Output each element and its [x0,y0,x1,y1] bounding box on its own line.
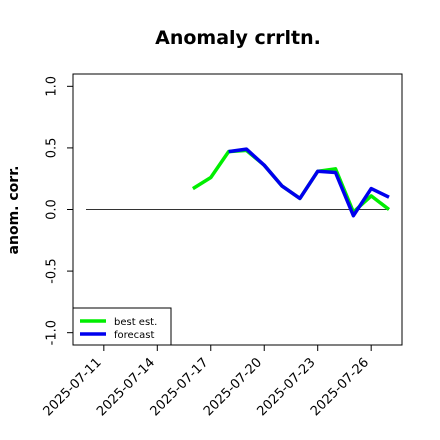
y-tick-label: 1.0 [45,76,60,97]
y-tick-label: 0.0 [45,199,60,220]
legend-label-forecast: forecast [114,330,155,341]
x-tick-label: 2025-07-26 [308,355,372,419]
series-line-forecast [228,147,390,218]
legend-box [72,307,172,346]
y-axis-label: anom. corr. [6,166,22,255]
y-tick-label: -1.0 [45,320,60,345]
series-line-best-est [191,148,391,214]
y-tick-label: -0.5 [45,258,60,283]
x-axis: 2025-07-112025-07-142025-07-172025-07-20… [41,345,372,419]
series-layer [191,147,391,218]
y-tick-label: 0.5 [45,138,60,159]
legend: best est. forecast [72,307,172,346]
y-axis: -1.0 -0.5 0.0 0.5 1.0 [45,76,73,345]
legend-label-best-est: best est. [114,317,157,328]
chart-title: Anomaly crrltn. [155,27,321,49]
